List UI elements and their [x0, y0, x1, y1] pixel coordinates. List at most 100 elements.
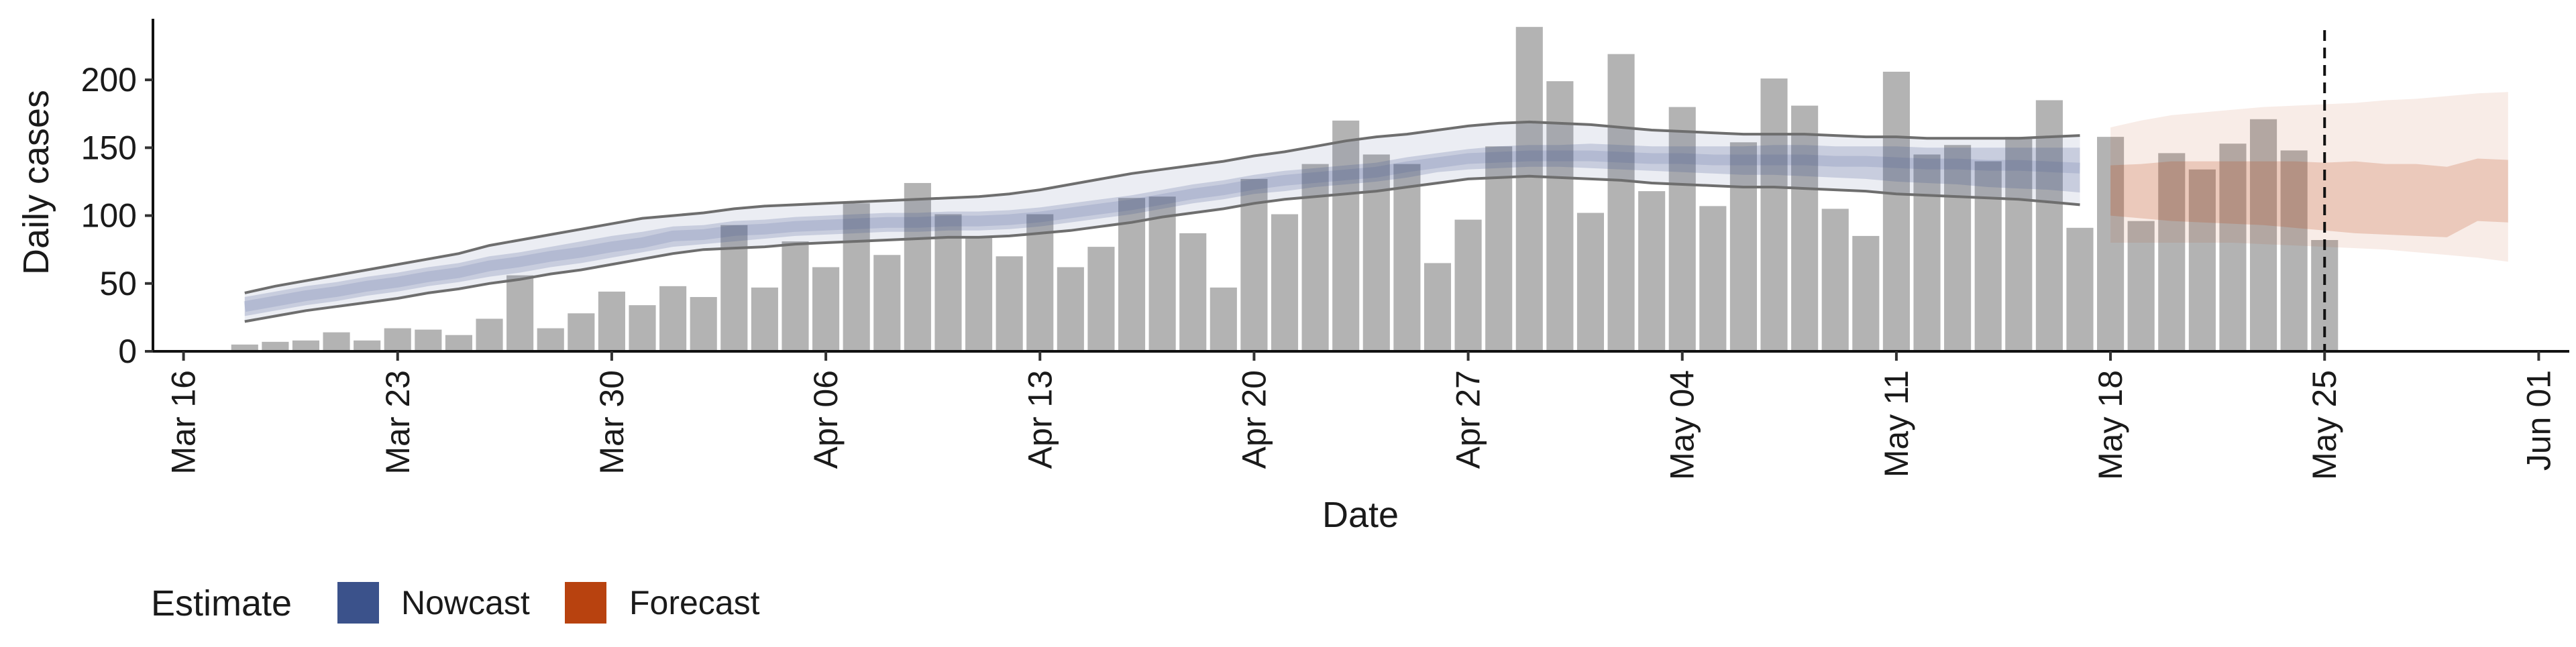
case-bar [2127, 221, 2155, 350]
x-tick-label: May 18 [2092, 370, 2129, 480]
case-bar [1393, 164, 1421, 350]
forecast-inner-band [2110, 158, 2508, 237]
axes: 0 50 100 150 200 Mar 16 Mar 23 Mar 30 Apr 06 Apr … [81, 19, 2569, 480]
case-bar [1638, 191, 1666, 350]
case-bar [659, 286, 687, 350]
case-bar [904, 182, 931, 350]
case-bar [690, 297, 717, 350]
y-tick-label: 100 [81, 197, 137, 235]
case-bar [1729, 142, 1757, 350]
nowcast-inner-band [244, 143, 2080, 316]
case-bar [2219, 143, 2247, 351]
case-bar [720, 225, 748, 350]
y-tick-label: 150 [81, 129, 137, 166]
case-bar [873, 255, 901, 350]
case-bar [1852, 235, 1880, 350]
x-tick-label: Mar 23 [379, 370, 417, 475]
y-tick-label: 200 [81, 61, 137, 99]
case-bar [262, 341, 289, 350]
case-bar [843, 203, 870, 350]
nowcast-median-band [244, 150, 2080, 312]
nowcast-outer-band [244, 121, 2080, 322]
case-bar [2188, 169, 2216, 350]
case-bar [1515, 27, 1543, 350]
estimate-bands [244, 92, 2508, 322]
case-bar [354, 340, 381, 350]
case-bar [1913, 154, 1941, 350]
case-bar [231, 344, 258, 350]
case-bar [965, 237, 993, 350]
legend-swatch-forecast [565, 582, 606, 624]
nowcast-upper-line [244, 120, 2080, 294]
case-bar [384, 328, 411, 350]
case-bar [2158, 153, 2186, 350]
case-bar [1148, 196, 1176, 350]
x-tick-label: Apr 27 [1450, 370, 1487, 469]
case-bar [1087, 247, 1115, 350]
case-bar [782, 241, 809, 350]
nowcast-outline-lines [244, 120, 2080, 323]
x-tick-label: Apr 13 [1021, 370, 1059, 469]
case-bar [629, 305, 656, 350]
case-bar [1026, 214, 1054, 350]
case-bar [2066, 227, 2094, 350]
case-bar [1607, 54, 1635, 351]
case-bar [1791, 105, 1819, 350]
legend-label-forecast: Forecast [629, 584, 760, 622]
case-bar [598, 291, 625, 350]
case-bar [1210, 287, 1237, 350]
case-bar [1699, 206, 1727, 350]
case-bar [1057, 267, 1084, 350]
case-bar [1332, 120, 1360, 350]
case-bar [2097, 137, 2125, 350]
x-tick-label: Jun 01 [2520, 370, 2557, 471]
case-bar [1271, 214, 1299, 350]
case-bar [1179, 233, 1207, 350]
forecast-outer-band [2110, 92, 2508, 262]
legend-swatch-nowcast [337, 582, 379, 624]
case-bar [476, 318, 503, 350]
x-tick-label: May 25 [2306, 370, 2343, 480]
case-bar [1576, 213, 1605, 350]
case-bar [2005, 137, 2033, 350]
x-tick-label: May 04 [1664, 370, 1701, 480]
case-bar [292, 340, 320, 350]
case-bar [1882, 71, 1910, 350]
case-bar [1454, 219, 1482, 350]
case-bar [812, 267, 840, 350]
legend-label-nowcast: Nowcast [401, 584, 530, 622]
case-bar [1240, 178, 1268, 350]
x-tick-label: Apr 20 [1235, 370, 1273, 469]
legend: Estimate Nowcast Forecast [151, 582, 760, 624]
x-tick-label: May 11 [1878, 370, 1915, 477]
nowcast-lower-line [244, 174, 2080, 323]
x-axis-title: Date [1322, 495, 1399, 535]
case-bar [2280, 150, 2308, 351]
case-bar [996, 256, 1023, 350]
case-bar [1944, 145, 1972, 350]
case-bar [537, 328, 564, 350]
case-bar [1362, 154, 1390, 350]
case-bar [506, 275, 534, 350]
case-bar [1974, 161, 2002, 351]
case-bar [751, 287, 778, 350]
x-tick-label: Apr 06 [807, 370, 845, 469]
case-bar [1760, 78, 1788, 351]
case-bar [568, 313, 595, 350]
x-tick-label: Mar 30 [593, 370, 631, 475]
case-bar [1668, 107, 1696, 350]
y-tick-label: 0 [118, 333, 137, 370]
y-tick-label: 50 [99, 265, 137, 302]
legend-title: Estimate [151, 583, 292, 624]
case-bar [1485, 146, 1513, 350]
case-bar [1546, 81, 1574, 351]
case-bar [2035, 100, 2063, 350]
x-tick-label: Mar 16 [165, 370, 203, 475]
y-axis-title: Daily cases [16, 90, 56, 275]
case-bar [1821, 209, 1849, 350]
case-bar [323, 332, 350, 350]
case-bar [1424, 263, 1452, 350]
case-bar [2249, 119, 2277, 350]
